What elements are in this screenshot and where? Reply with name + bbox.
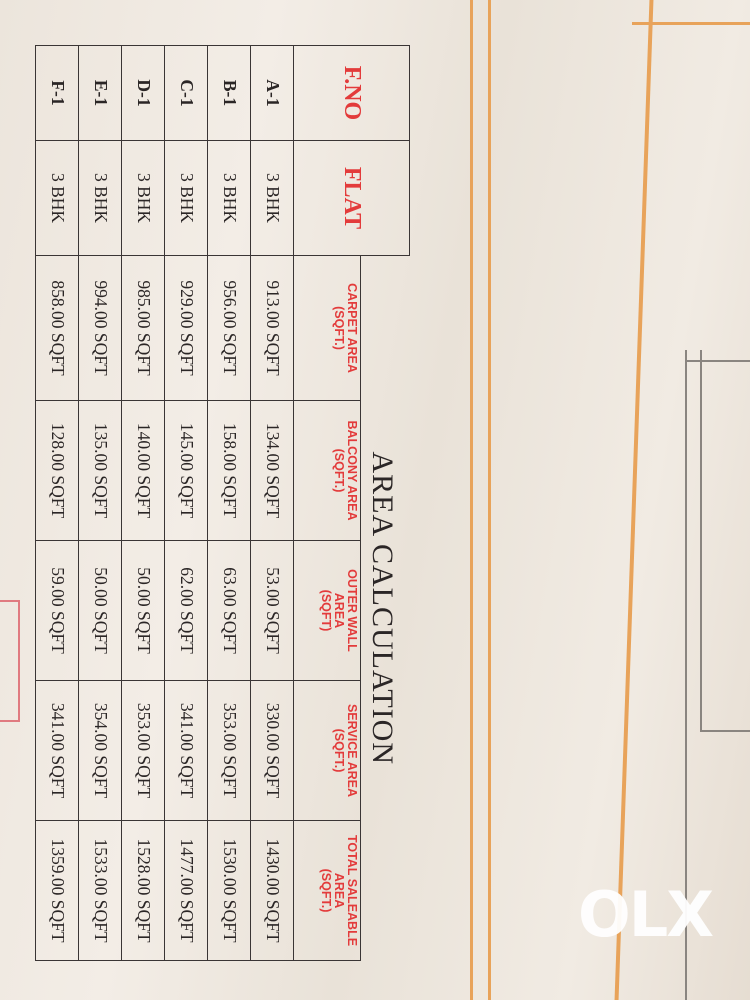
header-line: (SQFT) — [319, 589, 334, 632]
header-line: AREA — [332, 872, 347, 909]
header-line: (SQFT.) — [319, 868, 334, 913]
area-calculation-table: F.NO FLAT AREA CALCULATION CARPET AREA (S… — [36, 45, 411, 961]
cell-fno: B-1 — [208, 45, 251, 141]
cell-carpet: 956.00 SQFT — [208, 255, 251, 401]
header-line: (SQFT.) — [332, 728, 347, 773]
cell-balcony: 158.00 SQFT — [208, 400, 251, 541]
red-marker-box — [0, 600, 20, 722]
cell-outer: 50.00 SQFT — [79, 540, 122, 681]
table-row: B-1 3 BHK 956.00 SQFT 158.00 SQFT 63.00 SQFT… — [208, 45, 251, 961]
cell-balcony: 145.00 SQFT — [165, 400, 208, 541]
header-flat: FLAT — [294, 140, 410, 256]
olx-watermark: OLX — [578, 878, 714, 951]
table-row: F-1 3 BHK 858.00 SQFT 128.00 SQFT 59.00 SQFT… — [36, 45, 79, 961]
cell-total: 1533.00 SQFT — [79, 820, 122, 961]
cell-total: 1430.00 SQFT — [251, 820, 294, 961]
cell-fno: D-1 — [122, 45, 165, 141]
cell-service: 341.00 SQFT — [36, 680, 79, 821]
cell-total: 1528.00 SQFT — [122, 820, 165, 961]
cell-flat: 3 BHK — [208, 140, 251, 256]
header-line: SERVICE AREA — [345, 703, 360, 798]
header-line: AREA — [332, 592, 347, 629]
cell-service: 354.00 SQFT — [79, 680, 122, 821]
table-row: E-1 3 BHK 994.00 SQFT 135.00 SQFT 50.00 SQFT… — [79, 45, 122, 961]
cell-carpet: 858.00 SQFT — [36, 255, 79, 401]
header-outer-wall-area: OUTER WALL AREA (SQFT) — [294, 540, 361, 681]
header-fno: F.NO — [294, 45, 410, 141]
cell-fno: C-1 — [165, 45, 208, 141]
floorplan-sketch — [685, 360, 750, 362]
cell-outer: 53.00 SQFT — [251, 540, 294, 681]
header-total-saleable-area: TOTAL SALEABLE AREA (SQFT.) — [294, 820, 361, 961]
cell-total: 1359.00 SQFT — [36, 820, 79, 961]
header-line: (SQFT.) — [332, 448, 347, 493]
cell-flat: 3 BHK — [79, 140, 122, 256]
cell-carpet: 929.00 SQFT — [165, 255, 208, 401]
cell-service: 353.00 SQFT — [122, 680, 165, 821]
cell-balcony: 140.00 SQFT — [122, 400, 165, 541]
cell-service: 330.00 SQFT — [251, 680, 294, 821]
cell-fno: A-1 — [251, 45, 294, 141]
cell-outer: 63.00 SQFT — [208, 540, 251, 681]
cell-flat: 3 BHK — [251, 140, 294, 256]
header-line: OUTER WALL — [345, 569, 360, 652]
floorplan-sketch — [700, 730, 750, 732]
cell-balcony: 134.00 SQFT — [251, 400, 294, 541]
cell-service: 341.00 SQFT — [165, 680, 208, 821]
cell-fno: F-1 — [36, 45, 79, 141]
cell-flat: 3 BHK — [122, 140, 165, 256]
header-service-area: SERVICE AREA (SQFT.) — [294, 680, 361, 821]
orange-border-line — [470, 0, 473, 1000]
cell-total: 1477.00 SQFT — [165, 820, 208, 961]
header-balcony-area: BALCONY AREA (SQFT.) — [294, 400, 361, 541]
cell-total: 1530.00 SQFT — [208, 820, 251, 961]
table-title: AREA CALCULATION — [361, 255, 410, 961]
header-line: CARPET AREA — [345, 283, 360, 373]
cell-flat: 3 BHK — [165, 140, 208, 256]
cell-balcony: 135.00 SQFT — [79, 400, 122, 541]
orange-border-line — [488, 0, 491, 1000]
table-row: D-1 3 BHK 985.00 SQFT 140.00 SQFT 50.00 SQFT… — [122, 45, 165, 961]
cell-carpet: 985.00 SQFT — [122, 255, 165, 401]
header-line: BALCONY AREA — [345, 420, 360, 521]
cell-outer: 59.00 SQFT — [36, 540, 79, 681]
cell-carpet: 913.00 SQFT — [251, 255, 294, 401]
header-carpet-area: CARPET AREA (SQFT.) — [294, 255, 361, 401]
table-row: A-1 3 BHK 913.00 SQFT 134.00 SQFT 53.00 SQFT… — [251, 45, 294, 961]
cell-carpet: 994.00 SQFT — [79, 255, 122, 401]
orange-border-line — [632, 22, 750, 25]
cell-outer: 50.00 SQFT — [122, 540, 165, 681]
cell-outer: 62.00 SQFT — [165, 540, 208, 681]
table-row: C-1 3 BHK 929.00 SQFT 145.00 SQFT 62.00 SQFT… — [165, 45, 208, 961]
header-line: TOTAL SALEABLE — [345, 834, 360, 947]
cell-flat: 3 BHK — [36, 140, 79, 256]
cell-fno: E-1 — [79, 45, 122, 141]
header-line: (SQFT.) — [332, 306, 347, 350]
floorplan-sketch — [700, 350, 702, 730]
cell-balcony: 128.00 SQFT — [36, 400, 79, 541]
floorplan-sketch — [685, 350, 687, 1000]
cell-service: 353.00 SQFT — [208, 680, 251, 821]
